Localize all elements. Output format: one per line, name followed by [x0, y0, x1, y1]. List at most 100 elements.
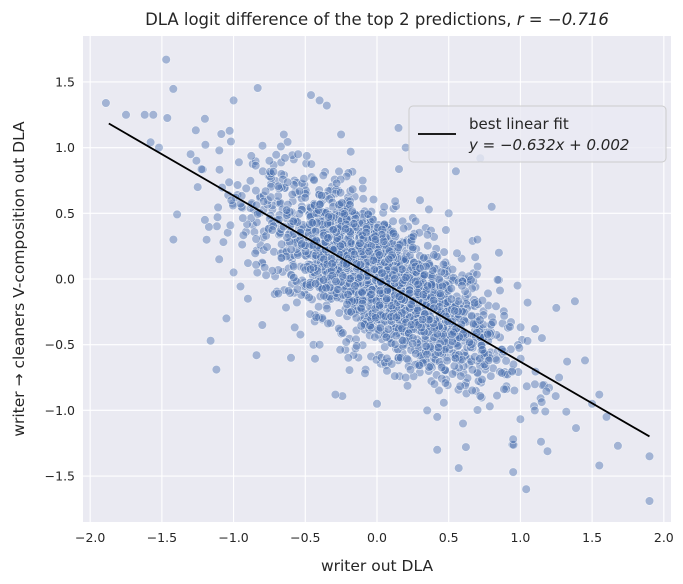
data-point — [345, 278, 355, 289]
data-point — [499, 384, 509, 394]
data-point — [307, 218, 317, 228]
data-point — [273, 191, 283, 201]
data-point — [447, 369, 458, 379]
data-point — [374, 250, 385, 260]
data-point — [259, 196, 269, 206]
data-point — [406, 320, 417, 330]
data-point — [405, 312, 415, 322]
y-axis-ticks: −1.5 −1.0 −0.5 0.0 0.5 1.0 1.5 — [45, 74, 75, 483]
data-point — [472, 235, 483, 245]
data-point — [319, 230, 329, 240]
data-point — [422, 349, 432, 359]
data-point — [536, 437, 546, 447]
data-point — [438, 259, 449, 270]
data-point — [200, 114, 210, 124]
data-point — [245, 176, 255, 186]
data-point — [297, 205, 307, 215]
data-point — [283, 137, 293, 147]
data-point — [306, 90, 316, 100]
data-point — [372, 254, 382, 265]
data-point — [238, 230, 248, 240]
data-point — [311, 250, 321, 260]
data-point — [347, 206, 357, 216]
data-point — [146, 137, 156, 147]
data-point — [191, 156, 201, 166]
data-point — [439, 336, 449, 346]
data-point — [522, 381, 532, 391]
data-point — [358, 175, 368, 186]
data-point — [286, 244, 296, 255]
data-point — [446, 294, 457, 304]
data-point — [433, 347, 443, 358]
data-point — [476, 378, 486, 388]
data-point — [235, 281, 246, 292]
data-point — [241, 183, 251, 193]
data-point — [253, 83, 263, 93]
data-point — [321, 300, 332, 311]
data-point — [311, 279, 321, 289]
data-point — [323, 186, 334, 196]
x-tick-label: 0.0 — [367, 530, 387, 545]
data-point — [228, 200, 238, 211]
data-point — [369, 264, 379, 274]
data-point — [289, 262, 299, 272]
data-point — [418, 319, 428, 330]
data-point — [162, 113, 172, 123]
y-tick-label: 1.0 — [55, 140, 75, 155]
data-point — [530, 379, 540, 389]
chart-title: DLA logit difference of the top 2 predic… — [145, 10, 609, 29]
data-point — [522, 298, 533, 308]
data-point — [351, 334, 361, 344]
data-point — [286, 353, 296, 363]
data-point — [276, 224, 286, 234]
data-point — [384, 274, 394, 284]
data-point — [257, 141, 268, 151]
data-point — [312, 266, 322, 276]
data-point — [486, 371, 496, 381]
data-point — [535, 393, 546, 403]
data-point — [493, 275, 503, 285]
data-point — [484, 355, 494, 365]
data-point — [401, 272, 411, 283]
data-point — [435, 357, 445, 367]
data-point — [289, 273, 299, 283]
data-point — [447, 336, 457, 347]
data-point — [434, 302, 445, 312]
data-point — [514, 343, 524, 353]
data-point — [439, 398, 449, 408]
data-point — [509, 385, 520, 396]
data-point — [416, 323, 426, 333]
data-point — [121, 110, 131, 120]
data-point — [472, 368, 483, 378]
data-point — [580, 355, 590, 366]
data-point — [461, 442, 471, 452]
data-point — [363, 209, 373, 219]
data-point — [405, 365, 416, 375]
data-point — [478, 310, 489, 320]
data-point — [368, 255, 378, 265]
data-point — [414, 360, 424, 370]
data-point — [266, 192, 276, 202]
data-point — [259, 245, 269, 255]
data-point — [422, 405, 432, 416]
data-point — [388, 216, 398, 226]
data-point — [467, 385, 477, 396]
data-point — [406, 299, 416, 309]
data-point — [508, 359, 519, 370]
data-point — [530, 324, 540, 334]
data-point — [452, 248, 462, 258]
data-point — [262, 242, 272, 252]
data-point — [302, 151, 312, 161]
data-point — [216, 129, 226, 139]
data-point — [328, 202, 338, 212]
x-tick-label: −1.5 — [147, 530, 177, 545]
data-point — [371, 313, 381, 323]
data-point — [317, 284, 327, 294]
data-point — [251, 161, 261, 171]
data-point — [421, 341, 431, 351]
data-point — [458, 418, 468, 429]
data-point — [506, 317, 516, 327]
data-point — [644, 496, 655, 506]
data-point — [290, 322, 300, 333]
